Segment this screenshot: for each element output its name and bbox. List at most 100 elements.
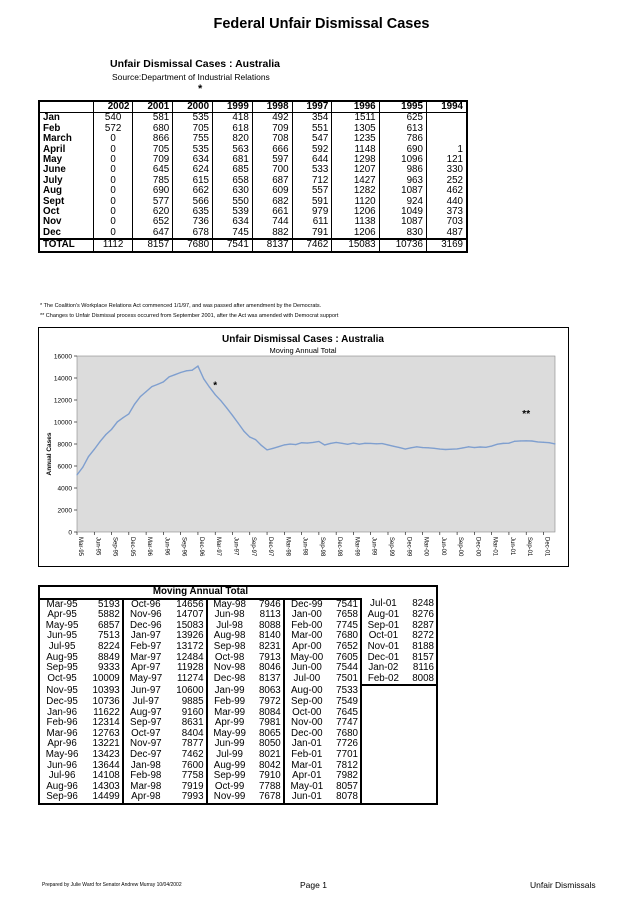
case-count-cell: 540 <box>92 113 133 124</box>
data-point <box>341 442 343 444</box>
case-count-cell: 487 <box>425 227 467 240</box>
mat-month: Feb-97 <box>130 640 162 652</box>
table-row: Oct-95 10009 May-97 11274 Dec-98 8137 Jul-00 75… <box>39 673 439 687</box>
mat-value: 8849 <box>84 652 124 664</box>
mat-month: Oct-00 <box>292 706 322 718</box>
data-point <box>370 442 372 445</box>
y-tick-label: 6000 <box>58 464 73 471</box>
footer-doc-name: Unfair Dismissals <box>530 880 596 890</box>
case-count-cell: 615 <box>172 175 213 187</box>
data-point <box>110 428 113 430</box>
mat-month: Dec-95 <box>46 695 78 707</box>
mat-month: Apr-95 <box>47 609 77 621</box>
mat-month: Aug-95 <box>46 651 78 663</box>
series-line <box>76 365 556 476</box>
mat-value: 7680 <box>328 631 362 642</box>
data-point <box>254 438 257 441</box>
mat-month: Dec-96 <box>130 619 162 631</box>
mat-month: Oct-96 <box>131 598 161 610</box>
total-cell: 8137 <box>251 238 293 252</box>
mat-value: 7533 <box>328 685 362 697</box>
mat-month: Jan-96 <box>47 706 78 718</box>
case-count-cell: 647 <box>132 227 173 240</box>
month-label: Sept <box>43 195 65 207</box>
mat-value: 7462 <box>167 749 208 761</box>
case-count-cell: 705 <box>172 123 213 135</box>
mat-month: Nov-01 <box>359 641 405 653</box>
table-title: Unfair Dismissal Cases : Australia <box>110 58 281 70</box>
cases-header-cell: 2001 <box>132 101 173 114</box>
mat-value: 7658 <box>328 610 362 621</box>
mat-month: Aug-00 <box>291 684 323 696</box>
mat-value: 8276 <box>404 610 439 621</box>
mat-empty-cell <box>361 750 405 761</box>
case-count-cell: 539 <box>212 206 253 218</box>
mat-value: 8021 <box>251 749 285 761</box>
data-point <box>260 444 262 446</box>
y-tick-label: 0 <box>68 530 72 537</box>
data-point <box>358 443 360 445</box>
month-label: Oct <box>43 206 60 218</box>
data-point <box>514 440 516 442</box>
data-point <box>231 414 234 416</box>
mat-value: 7910 <box>251 770 285 782</box>
mat-value: 13172 <box>167 641 208 653</box>
table-row: Apr-95 5882 Nov-96 14707 Jun-98 8113 Jan-00 765… <box>39 609 439 621</box>
data-point <box>116 421 118 423</box>
mat-month: Sep-97 <box>130 717 162 729</box>
case-count-cell: 597 <box>251 154 293 166</box>
mat-month: Jan-02 <box>359 663 405 674</box>
data-point <box>462 447 464 449</box>
case-count-cell: 440 <box>425 196 467 208</box>
mat-month: Oct-99 <box>214 780 245 792</box>
month-label: May <box>43 154 63 166</box>
mat-value: 14707 <box>167 610 208 621</box>
data-point <box>393 445 395 447</box>
total-cell: 10736 <box>378 238 427 252</box>
table-row: Nov 0 652 736 634 744 611 1138 1087 703 <box>39 217 467 228</box>
data-point <box>180 371 182 374</box>
mat-value: 13221 <box>84 739 124 750</box>
mat-empty-cell <box>361 761 405 772</box>
case-count-cell <box>425 112 467 124</box>
data-point <box>450 448 452 450</box>
mat-month: Jan-98 <box>130 759 161 771</box>
case-count-cell: 581 <box>132 113 173 124</box>
data-point <box>479 446 481 448</box>
mat-value: 10009 <box>84 674 124 686</box>
mat-empty-cell <box>361 739 405 750</box>
case-count-cell: 830 <box>378 227 427 240</box>
table-row: Feb 572 680 705 618 709 551 1305 613 <box>39 123 467 135</box>
footnote-2: ** Changes to Unfair Dismissal process o… <box>40 313 339 319</box>
mat-value: 8008 <box>404 673 439 687</box>
table-row: June 0 645 624 685 700 533 1207 986 330 <box>39 165 467 176</box>
case-count-cell: 354 <box>291 113 332 124</box>
case-count-cell: 924 <box>378 196 427 208</box>
plot-area <box>76 355 556 533</box>
x-tick-label: Mar-98 <box>284 537 290 557</box>
total-cell: 15083 <box>331 238 380 252</box>
mat-month: Mar-99 <box>214 706 246 718</box>
mat-month: Jun-98 <box>214 609 245 621</box>
x-tick-label: Sep-97 <box>250 537 256 557</box>
mat-value: 8050 <box>251 739 285 750</box>
x-tick-label: Dec-99 <box>405 537 411 557</box>
mat-value: 7549 <box>328 696 362 708</box>
mat-empty-cell <box>361 685 405 697</box>
total-cell: 8157 <box>132 238 173 252</box>
mat-value: 8137 <box>251 674 285 686</box>
data-point <box>398 446 401 449</box>
chart-title: Unfair Dismissal Cases : Australia <box>222 334 384 345</box>
case-count-cell: 330 <box>425 165 467 176</box>
mat-value: 12484 <box>167 652 208 664</box>
case-count-cell: 1206 <box>331 227 380 240</box>
mat-empty-cell <box>405 697 437 708</box>
mat-title-spacer <box>361 586 437 599</box>
x-tick-label: Mar-95 <box>77 537 83 557</box>
case-count-cell: 572 <box>92 123 133 135</box>
case-count-cell: 625 <box>378 113 427 124</box>
mat-value: 7645 <box>328 707 362 719</box>
mat-month: Feb-96 <box>46 717 78 729</box>
line-chart: Unfair Dismissal Cases : Australia Moving… <box>38 327 569 567</box>
